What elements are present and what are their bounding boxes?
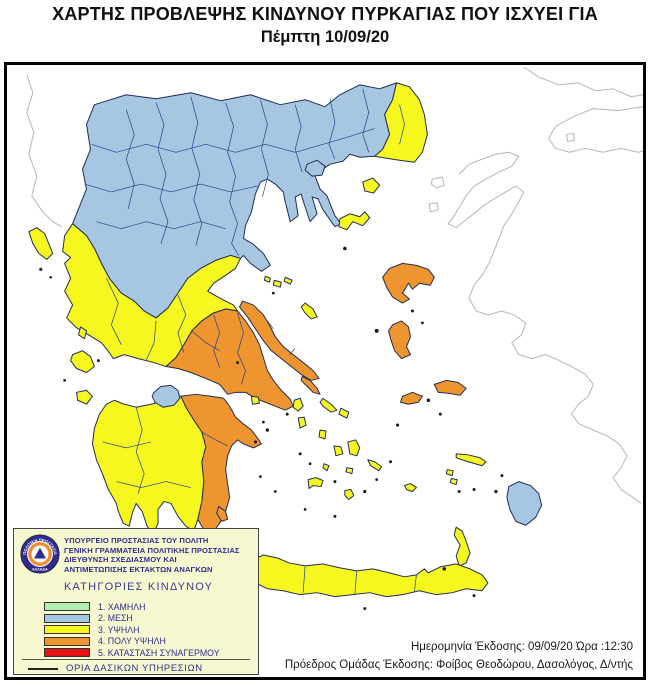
legend-box: ΠΟΛΙΤΙΚΗ ΠΡΟΣΤΑΣΙΑ ΕΛΛΑΔΑ ΥΠΟΥΡΓΕΙΟ ΠΡΟΣ… xyxy=(13,528,259,675)
legend-category-row: 3. ΥΨΗΛΗ xyxy=(44,624,254,635)
island-santorini xyxy=(344,489,355,500)
island-thasos xyxy=(304,159,326,177)
issue-team-line: Πρόεδρος Ομάδας Έκδοσης: Φοίβος Θεοδώρου… xyxy=(284,659,633,671)
logo-bottom-text: ΕΛΛΑΔΑ xyxy=(32,568,48,572)
island-leros xyxy=(445,469,454,477)
agency-line: ΑΝΤΙΜΕΤΩΠΙΣΗΣ ΕΚΤΑΚΤΩΝ ΑΝΑΓΚΩΝ xyxy=(64,564,213,574)
island-lesbos xyxy=(382,262,435,304)
island-mykonos xyxy=(338,407,350,419)
island-kea xyxy=(292,397,304,412)
island-astypalea xyxy=(404,483,417,493)
island-kefalonia xyxy=(70,350,95,373)
legend-category-row: 2. ΜΕΣΗ xyxy=(44,613,254,624)
page-subtitle-date: Πέμπτη 10/09/20 xyxy=(260,28,390,46)
island-kythira xyxy=(216,505,229,522)
island-skopelos xyxy=(272,279,282,288)
island-amorgos xyxy=(367,459,383,472)
island-andros xyxy=(300,375,321,395)
legend-separator xyxy=(22,659,250,660)
island-ikaria xyxy=(400,391,423,405)
island-lemnos xyxy=(338,211,371,231)
risk-category-label: 1. ΧΑΜΗΛΗ xyxy=(98,601,146,612)
island-kythnos xyxy=(297,416,307,429)
legend-categories: 1. ΧΑΜΗΛΗ 2. ΜΕΣΗ 3. ΥΨΗΛΗ 4. ΠΟΛΥ ΥΨΗΛΗ… xyxy=(44,601,254,659)
map-title: ΧΑΡΤΗΣ ΠΡΟΒΛΕΨΗΣ ΚΙΝΔΥΝΟΥ ΠΥΡΚΑΓΙΑΣ ΠΟΥ … xyxy=(0,4,650,47)
agency-line: ΓΕΝΙΚΗ ΓΡΑΜΜΑΤΕΙΑ ΠΟΛΙΤΙΚΗΣ ΠΡΟΣΤΑΣΙΑΣ xyxy=(64,545,240,555)
boundary-label: ΟΡΙΑ ΔΑΣΙΚΩΝ ΥΠΗΡΕΣΙΩΝ xyxy=(66,663,203,674)
island-ios xyxy=(345,467,354,475)
risk-category-label: 3. ΥΨΗΛΗ xyxy=(98,624,140,635)
islands-group xyxy=(28,159,543,598)
mainland-group xyxy=(62,82,428,535)
island-euboea xyxy=(239,300,320,381)
foreign-coastlines-group xyxy=(26,66,643,504)
issue-date-line: Ημερομηνία Έκδοσης: 09/09/20 Ώρα :12:30 xyxy=(411,641,633,653)
island-crete xyxy=(246,554,489,598)
region-evros xyxy=(374,82,428,163)
legend-category-row: 1. ΧΑΜΗΛΗ xyxy=(44,601,254,612)
risk-color-swatch xyxy=(44,602,90,611)
island-skiathos xyxy=(263,275,271,283)
risk-category-label: 2. ΜΕΣΗ xyxy=(98,613,133,623)
civil-protection-logo: ΠΟΛΙΤΙΚΗ ΠΡΟΣΤΑΣΙΑ ΕΛΛΑΔΑ xyxy=(20,534,60,574)
island-milos xyxy=(307,477,324,490)
issue-info: Ημερομηνία Έκδοσης: 09/09/20 Ώρα :12:30 … xyxy=(285,641,633,671)
prefecture-boundaries-group xyxy=(84,88,405,494)
legend-category-row: 4. ΠΟΛΥ ΥΨΗΛΗ xyxy=(44,636,254,647)
islet-dots-group xyxy=(39,246,504,611)
risk-color-swatch xyxy=(44,648,90,657)
page-title: ΧΑΡΤΗΣ ΠΡΟΒΛΕΨΗΣ ΚΙΝΔΥΝΟΥ ΠΥΡΚΑΓΙΑΣ ΠΟΥ … xyxy=(52,4,598,24)
island-corfu xyxy=(28,227,54,260)
risk-color-swatch xyxy=(44,625,90,634)
island-karpathos xyxy=(453,526,471,567)
island-aegina xyxy=(250,395,260,405)
legend-heading: ΚΑΤΗΓΟΡΙΕΣ ΚΙΝΔΥΝΟΥ xyxy=(64,581,214,593)
agency-line: ΔΙΕΥΘΥΝΣΗ ΣΧΕΔΙΑΣΜΟΥ ΚΑΙ xyxy=(64,555,177,565)
risk-category-label: 4. ΠΟΛΥ ΥΨΗΛΗ xyxy=(98,636,166,646)
region-north-mainland xyxy=(72,82,398,319)
legend-category-row: 5. ΚΑΤΑΣΤΑΣΗ ΣΥΝΑΓΕΡΜΟΥ xyxy=(44,647,254,658)
risk-color-swatch xyxy=(44,636,90,646)
island-samos xyxy=(433,379,467,396)
island-tinos xyxy=(319,397,338,413)
island-naxos xyxy=(347,439,361,457)
greece-map xyxy=(26,66,643,611)
island-zakynthos xyxy=(76,389,93,405)
island-sifnos xyxy=(322,463,330,472)
island-samothrace xyxy=(362,177,381,194)
agency-lines: ΥΠΟΥΡΓΕΙΟ ΠΡΟΣΤΑΣΙΑΣ ΤΟΥ ΠΟΛΙΤΗ ΓΕΝΙΚΗ ΓΡ… xyxy=(64,536,256,574)
risk-category-label: 5. ΚΑΤΑΣΤΑΣΗ ΣΥΝΑΓΕΡΜΟΥ xyxy=(98,647,220,658)
island-kos xyxy=(455,453,487,467)
risk-color-swatch xyxy=(44,613,90,623)
region-arcadia-patch xyxy=(151,384,181,408)
region-peloponnese-west xyxy=(91,395,207,535)
island-chios xyxy=(388,320,411,360)
island-alonissos xyxy=(283,276,293,285)
map-frame: ΠΟΛΙΤΙΚΗ ΠΡΟΣΤΑΣΙΑ ΕΛΛΑΔΑ ΥΠΟΥΡΓΕΙΟ ΠΡΟΣ… xyxy=(4,62,646,680)
island-kalymnos xyxy=(449,478,458,486)
island-lefkada xyxy=(78,326,87,340)
region-attica-boeotia xyxy=(165,308,294,411)
agency-line: ΥΠΟΥΡΓΕΙΟ ΠΡΟΣΤΑΣΙΑΣ ΤΟΥ ΠΟΛΙΤΗ xyxy=(64,536,209,545)
forest-boundary-row: ΟΡΙΑ ΔΑΣΙΚΩΝ ΥΠΗΡΕΣΙΩΝ xyxy=(28,663,203,674)
island-rhodes xyxy=(506,481,543,526)
island-skyros xyxy=(300,302,318,320)
island-paros xyxy=(333,445,344,457)
island-syros xyxy=(318,429,327,440)
boundary-line-symbol xyxy=(28,667,58,670)
